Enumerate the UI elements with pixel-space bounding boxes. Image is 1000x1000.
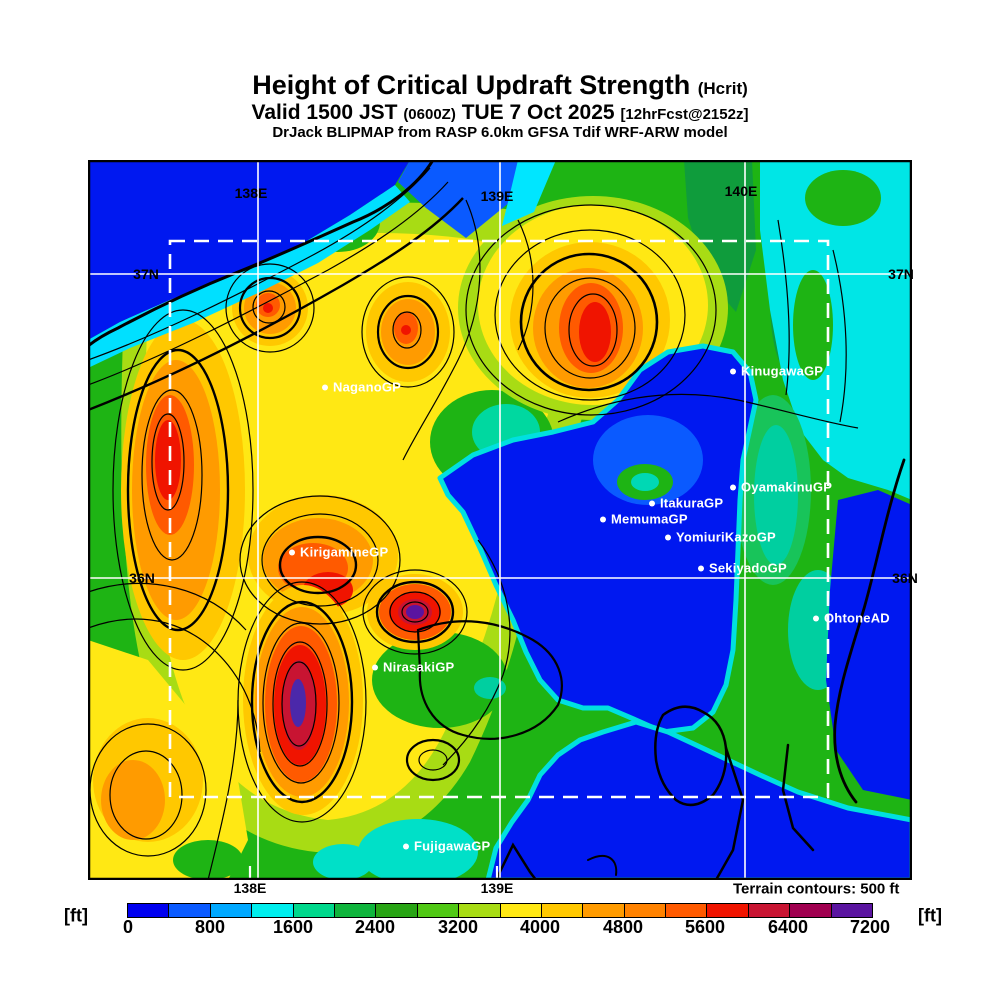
site-label: YomiuriKazoGP <box>676 529 776 545</box>
colorbar-tick: 7200 <box>849 917 891 937</box>
site-label: FujigawaGP <box>414 838 491 854</box>
colorbar-segment <box>831 904 873 917</box>
colorbar-unit-right: [ft] <box>918 905 942 926</box>
colorbar-segment <box>376 904 418 917</box>
valid-prefix: Valid 1500 JST <box>251 101 398 124</box>
colorbar-segment <box>500 904 542 917</box>
site-marker-icon <box>289 549 295 555</box>
lat-label-36n-left: 36N <box>129 570 155 586</box>
site-label: ItakuraGP <box>660 495 724 511</box>
coastlines <box>88 160 906 880</box>
colorbar-tick: 1600 <box>272 917 314 937</box>
lon-label-140e-top: 140E <box>724 183 758 199</box>
colorbar-segment <box>459 904 501 917</box>
site-marker-icon <box>813 615 819 621</box>
colorbar-segment <box>624 904 667 917</box>
valid-date: TUE 7 Oct 2025 <box>461 101 615 124</box>
site-sekiyadogp: SekiyadoGP <box>698 561 787 576</box>
colorbar-segment <box>666 904 708 917</box>
colorbar-tick: 2400 <box>354 917 396 937</box>
colorbar-unit-left: [ft] <box>64 905 88 926</box>
site-nirasakigp: NirasakiGP <box>372 660 454 675</box>
site-kinugawagp: KinugawaGP <box>730 364 823 379</box>
colorbar-tick: 4800 <box>602 917 644 937</box>
colorbar-tick: 6400 <box>767 917 809 937</box>
title-note: (Hcrit) <box>697 79 748 98</box>
lon-label-138e-bottom: 138E <box>233 880 267 896</box>
site-label: SekiyadoGP <box>709 560 787 576</box>
colorbar-segment <box>707 904 749 917</box>
lon-label-138e-top: 138E <box>234 185 268 201</box>
site-fujigawagp: FujigawaGP <box>403 839 490 854</box>
colorbar-segment <box>293 904 335 917</box>
lat-label-37n-left: 37N <box>133 266 159 282</box>
colorbar-scale <box>127 903 873 918</box>
site-marker-icon <box>730 484 736 490</box>
lon-label-139e-top: 139E <box>480 188 514 204</box>
site-label: KirigamineGP <box>300 544 389 560</box>
site-itakuragp: ItakuraGP <box>649 496 723 511</box>
colorbar-segment <box>748 904 791 917</box>
site-marker-icon <box>600 516 606 522</box>
site-ohtonead: OhtoneAD <box>813 611 890 626</box>
lat-label-36n-right: 36N <box>892 570 918 586</box>
site-label: KinugawaGP <box>741 363 824 379</box>
colorbar-segment <box>210 904 253 917</box>
site-marker-icon <box>322 384 328 390</box>
site-marker-icon <box>649 500 655 506</box>
site-label: NirasakiGP <box>383 659 455 675</box>
site-label: OyamakinuGP <box>741 479 833 495</box>
valid-fcst: [12hrFcst@2152z] <box>620 106 749 123</box>
site-naganogp: NaganoGP <box>322 380 401 395</box>
colorbar-tick: 3200 <box>437 917 479 937</box>
colorbar-segment <box>128 904 170 917</box>
map-border <box>88 160 912 880</box>
domain-box <box>168 239 830 799</box>
colorbar-tick: 800 <box>194 917 226 937</box>
site-marker-icon <box>403 843 409 849</box>
site-label: OhtoneAD <box>824 610 890 626</box>
site-oyamakinugp: OyamakinuGP <box>730 480 832 495</box>
graticule <box>88 160 912 880</box>
site-marker-icon <box>730 368 736 374</box>
site-kirigaminegp: KirigamineGP <box>289 545 388 560</box>
colorbar-segment <box>417 904 460 917</box>
colorbar-segment <box>334 904 377 917</box>
colorbar-segment <box>583 904 625 917</box>
site-marker-icon <box>698 565 704 571</box>
colorbar-segment <box>169 904 211 917</box>
site-label: MemumaGP <box>611 511 688 527</box>
site-marker-icon <box>665 534 671 540</box>
page-title: Height of Critical Updraft Strength (Hcr… <box>0 70 1000 101</box>
valid-line: Valid 1500 JST (0600Z) TUE 7 Oct 2025 [1… <box>0 101 1000 125</box>
valid-utc: (0600Z) <box>403 106 456 123</box>
colorbar-segment <box>252 904 294 917</box>
colorbar-segment <box>541 904 584 917</box>
site-memumagp: MemumaGP <box>600 512 688 527</box>
lon-label-139e-bottom: 139E <box>480 880 514 896</box>
blipmap-canvas <box>88 160 912 880</box>
colorbar-tick: 5600 <box>684 917 726 937</box>
site-label: NaganoGP <box>333 379 402 395</box>
terrain-contours-note: Terrain contours: 500 ft <box>733 880 900 898</box>
terrain-contours <box>88 167 859 880</box>
lat-label-37n-right: 37N <box>888 266 914 282</box>
title-text: Height of Critical Updraft Strength <box>252 70 691 100</box>
colorbar-tick: 0 <box>122 917 134 937</box>
colorbar-segment <box>790 904 832 917</box>
site-marker-icon <box>372 664 378 670</box>
colorbar-tick: 4000 <box>519 917 561 937</box>
model-line: DrJack BLIPMAP from RASP 6.0km GFSA Tdif… <box>272 124 728 141</box>
site-yomiurikazogp: YomiuriKazoGP <box>665 530 776 545</box>
